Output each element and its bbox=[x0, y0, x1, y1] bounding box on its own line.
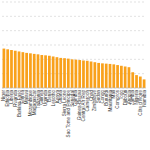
bar bbox=[143, 79, 146, 88]
bar bbox=[59, 58, 62, 88]
bar bbox=[21, 52, 24, 88]
bar bbox=[6, 49, 9, 88]
bar bbox=[40, 55, 43, 88]
bar bbox=[135, 75, 138, 88]
bar bbox=[48, 56, 51, 88]
bar bbox=[90, 61, 93, 88]
bar bbox=[131, 72, 134, 88]
bar bbox=[10, 50, 13, 88]
bar bbox=[105, 64, 108, 88]
grid-line bbox=[2, 2, 146, 3]
bar bbox=[116, 65, 119, 88]
x-axis bbox=[2, 88, 146, 89]
bar bbox=[78, 60, 81, 88]
bar bbox=[82, 60, 85, 88]
x-tick-label: Namibia bbox=[142, 90, 147, 107]
bars bbox=[3, 49, 146, 88]
bar bbox=[109, 64, 112, 88]
bar bbox=[120, 66, 123, 88]
bar bbox=[139, 77, 142, 88]
bar bbox=[18, 51, 21, 88]
bar bbox=[128, 67, 131, 88]
bar bbox=[29, 53, 32, 88]
bar bbox=[44, 55, 47, 88]
bar bbox=[52, 56, 55, 88]
bar bbox=[14, 51, 17, 88]
bar bbox=[93, 62, 96, 88]
bar bbox=[86, 61, 89, 88]
bar bbox=[75, 60, 78, 88]
bar bbox=[97, 63, 100, 88]
bar bbox=[3, 49, 6, 88]
grid-line bbox=[2, 30, 146, 31]
bar bbox=[37, 54, 40, 88]
bar bbox=[101, 63, 104, 88]
chart-container: NigerEthiopiaLiberiaRwandaBurkina FasoEr… bbox=[0, 0, 150, 150]
bar bbox=[33, 54, 36, 88]
bar bbox=[56, 57, 59, 88]
grid-line bbox=[2, 16, 146, 17]
bar bbox=[112, 64, 115, 88]
grid-line bbox=[2, 45, 146, 46]
chart: NigerEthiopiaLiberiaRwandaBurkina FasoEr… bbox=[0, 0, 150, 150]
bar bbox=[25, 53, 28, 88]
bar bbox=[124, 67, 127, 89]
bar bbox=[63, 58, 66, 88]
bar bbox=[67, 59, 70, 88]
bar bbox=[71, 59, 74, 88]
